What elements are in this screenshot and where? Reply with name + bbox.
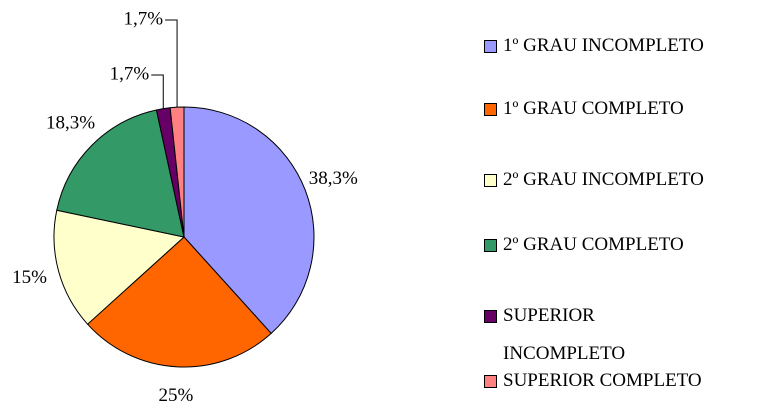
legend-item: SUPERIOR INCOMPLETO: [484, 297, 653, 373]
legend-label: 1º GRAU INCOMPLETO: [503, 35, 704, 56]
pie-slice: [183, 106, 315, 335]
legend-swatch: [484, 40, 497, 53]
data-label: 38,3%: [309, 168, 358, 189]
legend-label: 2º GRAU INCOMPLETO: [503, 169, 704, 190]
legend-label: 1º GRAU COMPLETO: [503, 98, 684, 119]
legend-item: 1º GRAU INCOMPLETO: [484, 27, 763, 65]
legend-item: 2º GRAU INCOMPLETO: [484, 161, 763, 199]
legend-item: 2º GRAU COMPLETO: [484, 226, 763, 264]
data-label: 1,7%: [123, 8, 163, 29]
pie-slice: [86, 236, 272, 368]
legend-label: SUPERIOR INCOMPLETO: [503, 305, 626, 364]
data-label: 25%: [159, 385, 194, 401]
data-label: 18,3%: [46, 113, 95, 134]
legend-label: SUPERIOR COMPLETO: [503, 370, 702, 391]
data-label: 15%: [12, 267, 47, 288]
legend-label: 2º GRAU COMPLETO: [503, 234, 684, 255]
leader-line: [151, 74, 164, 109]
legend-item: 1º GRAU COMPLETO: [484, 90, 763, 128]
legend-swatch: [484, 375, 497, 388]
legend-swatch: [484, 310, 497, 323]
pie-slice: [56, 109, 185, 238]
legend-swatch: [484, 174, 497, 187]
pie-slice: [53, 209, 186, 325]
legend-swatch: [484, 239, 497, 252]
legend-swatch: [484, 103, 497, 116]
data-label: 1,7%: [110, 63, 150, 84]
legend-item: SUPERIOR COMPLETO: [484, 362, 763, 400]
leader-line: [165, 19, 178, 108]
pie-slice: [169, 106, 185, 238]
